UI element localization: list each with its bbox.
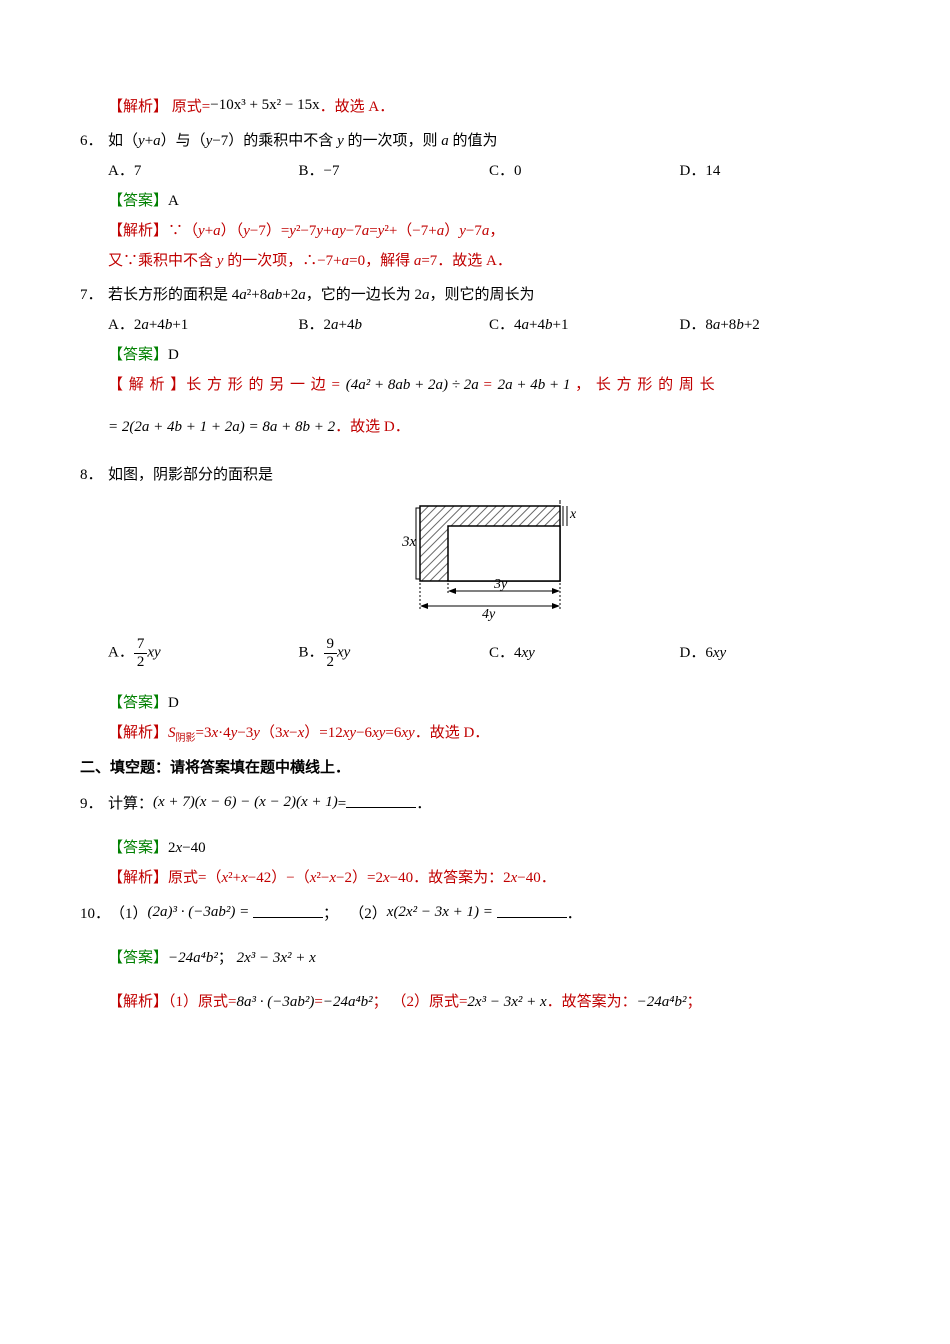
problem-number: 9．	[80, 789, 108, 819]
q9-stem: 9． 计算：(x + 7)(x − 6) − (x − 2)(x + 1)=．	[80, 787, 870, 819]
answer-value: A	[168, 193, 179, 209]
option-a: A．72xy	[108, 636, 299, 670]
q7-solution-l2: = 2(2a + 4b + 1 + 2a) = 8a + 8b + 2．故选 D…	[108, 412, 870, 442]
q7-stem: 7． 若长方形的面积是 4a²+8ab+2a，它的一边长为 2a，则它的周长为	[80, 280, 870, 310]
q7-answer: 【答案】D	[108, 340, 870, 370]
q6-solution-l1: 【解析】∵（y+a）（y−7）=y²−7y+ay−7a=y²+（−7+a）y−7…	[108, 216, 870, 246]
label-4y: 4y	[482, 607, 496, 622]
option-c: C．4xy	[489, 638, 680, 668]
q6-solution-l2: 又∵乘积中不含 y 的一次项，∴−7+a=0，解得 a=7．故选 A．	[108, 246, 870, 276]
q9-answer: 【答案】2x−40	[108, 833, 870, 863]
q10-stem: 10． （1）(2a)³ · (−3ab²) = ； （2）x(2x² − 3x…	[80, 897, 870, 929]
blank	[346, 792, 416, 808]
q5-solution: 【解析】 原式=−10x³ + 5x² − 15x．故选 A．	[108, 90, 870, 122]
label-3x: 3x	[401, 534, 417, 550]
text: 原式=	[172, 99, 210, 115]
problem-number: 6．	[80, 126, 108, 156]
solution-label: 【解析】	[108, 223, 168, 239]
option-c: C．0	[489, 156, 680, 186]
q8-text: 如图，阴影部分的面积是	[108, 460, 273, 490]
option-a: A．7	[108, 156, 299, 186]
option-d: D．8a+8b+2	[680, 310, 871, 340]
problem-number: 8．	[80, 460, 108, 490]
q10-text: （1）(2a)³ · (−3ab²) = ； （2）x(2x² − 3x + 1…	[110, 897, 582, 929]
label-3y: 3y	[493, 577, 508, 592]
solution-label: 【解析】	[108, 870, 168, 886]
blank	[253, 902, 323, 918]
q7-options: A．2a+4b+1 B．2a+4b C．4a+4b+1 D．8a+8b+2	[108, 310, 870, 340]
blank	[497, 902, 567, 918]
option-d: D．6xy	[680, 638, 871, 668]
answer-label: 【答案】	[108, 950, 168, 966]
answer-value: D	[168, 695, 179, 711]
q6-stem: 6． 如（y+a）与（y−7）的乘积中不含 y 的一次项，则 a 的值为	[80, 126, 870, 156]
q7-solution-l1: 【 解 析 】长 方 形 的 另 一 边 = (4a² + 8ab + 2a) …	[108, 370, 870, 400]
answer-label: 【答案】	[108, 840, 168, 856]
problem-number: 7．	[80, 280, 108, 310]
q9-text: 计算：(x + 7)(x − 6) − (x − 2)(x + 1)=．	[108, 787, 431, 819]
q8-options: A．72xy B．92xy C．4xy D．6xy	[108, 636, 870, 670]
option-d: D．14	[680, 156, 871, 186]
text: ．故选 A．	[320, 99, 395, 115]
expr: −10x³ + 5x² − 15x	[210, 97, 319, 113]
option-b: B．2a+4b	[299, 310, 490, 340]
q9-solution: 【解析】原式=（x²+x−42）−（x²−x−2）=2x−40．故答案为：2x−…	[108, 863, 870, 893]
q8-answer: 【答案】D	[108, 688, 870, 718]
answer-label: 【答案】	[108, 695, 168, 711]
q7-text: 若长方形的面积是 4a²+8ab+2a，它的一边长为 2a，则它的周长为	[108, 280, 534, 310]
section-2-heading: 二、填空题：请将答案填在题中横线上．	[80, 753, 870, 783]
option-b: B．92xy	[299, 636, 490, 670]
option-b: B．−7	[299, 156, 490, 186]
solution-label: 【 解 析 】	[108, 377, 186, 393]
label-x: x	[569, 507, 577, 522]
q10-solution: 【解析】（1）原式=8a³ · (−3ab²)=−24a⁴b²； （2）原式=2…	[108, 987, 870, 1017]
q6-text: 如（y+a）与（y−7）的乘积中不含 y 的一次项，则 a 的值为	[108, 126, 498, 156]
solution-label: 【解析】	[108, 99, 168, 115]
q6-answer: 【答案】A	[108, 186, 870, 216]
solution-label: 【解析】	[108, 994, 168, 1010]
option-c: C．4a+4b+1	[489, 310, 680, 340]
q8-stem: 8． 如图，阴影部分的面积是	[80, 460, 870, 490]
q6-options: A．7 B．−7 C．0 D．14	[108, 156, 870, 186]
q8-solution: 【解析】S阴影=3x·4y−3y（3x−x）=12xy−6xy=6xy．故选 D…	[108, 718, 870, 749]
problem-number: 10．	[80, 899, 110, 929]
q8-diagram: 3x x 3y 4y	[370, 496, 580, 626]
answer-value: D	[168, 347, 179, 363]
solution-label: 【解析】	[108, 725, 168, 741]
answer-label: 【答案】	[108, 347, 168, 363]
answer-label: 【答案】	[108, 193, 168, 209]
q10-answer: 【答案】−24a⁴b²； 2x³ − 3x² + x	[108, 943, 870, 973]
option-a: A．2a+4b+1	[108, 310, 299, 340]
